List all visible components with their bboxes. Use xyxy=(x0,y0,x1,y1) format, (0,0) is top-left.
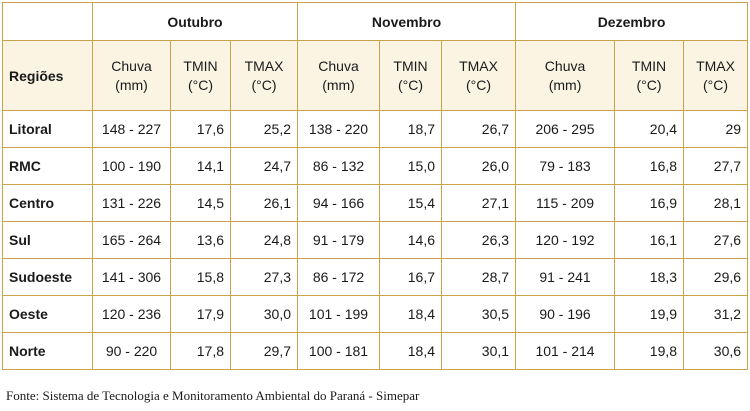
region-name: Oeste xyxy=(2,295,93,333)
rain-range-cell: 101 - 214 xyxy=(515,332,616,370)
tmax-cell: 27,6 xyxy=(683,221,749,259)
col-header-chuva-nov: Chuva (mm) xyxy=(297,40,381,111)
tmin-cell: 16,9 xyxy=(614,184,685,222)
tmax-cell: 26,3 xyxy=(441,221,517,259)
region-name: RMC xyxy=(2,147,93,185)
table-row: RMC 100 - 190 14,1 24,7 86 - 132 15,0 26,0 79 -… xyxy=(2,147,749,185)
tmax-cell: 28,1 xyxy=(683,184,749,222)
col-header-tmax-dez: TMAX (°C) xyxy=(683,40,749,111)
tmax-cell: 30,1 xyxy=(441,332,517,370)
rain-range-cell: 101 - 199 xyxy=(297,295,381,333)
tmin-cell: 14,1 xyxy=(170,147,231,185)
region-name: Litoral xyxy=(2,110,93,148)
table-row: Litoral 148 - 227 17,6 25,2 138 - 220 18,7 26,… xyxy=(2,110,749,148)
tmin-cell: 14,5 xyxy=(170,184,231,222)
col-header-tmin-out: TMIN (°C) xyxy=(170,40,231,111)
tmax-cell: 24,7 xyxy=(229,147,299,185)
tmin-cell: 18,3 xyxy=(614,258,685,296)
region-name: Centro xyxy=(2,184,93,222)
tmin-cell: 14,6 xyxy=(379,221,443,259)
column-header-row: Regiões Chuva (mm) TMIN (°C) TMAX (°C) Chuv… xyxy=(2,40,749,111)
tmin-cell: 18,4 xyxy=(379,295,443,333)
rain-range-cell: 86 - 132 xyxy=(297,147,381,185)
tmax-cell: 26,7 xyxy=(441,110,517,148)
table-row: Oeste 120 - 236 17,9 30,0 101 - 199 18,4 30,5 9… xyxy=(2,295,749,333)
rain-range-cell: 115 - 209 xyxy=(515,184,616,222)
rain-range-cell: 100 - 190 xyxy=(92,147,171,185)
regioes-header: Regiões xyxy=(2,40,93,111)
tmax-cell: 26,0 xyxy=(441,147,517,185)
tmin-cell: 16,1 xyxy=(614,221,685,259)
tmin-cell: 16,7 xyxy=(379,258,443,296)
tmin-cell: 17,6 xyxy=(170,110,231,148)
climate-forecast-table: Outubro Novembro Dezembro Regiões Chuva(… xyxy=(2,2,749,370)
tmax-cell: 27,1 xyxy=(441,184,517,222)
rain-range-cell: 206 - 295 xyxy=(515,110,616,148)
col-header-chuva-out: Chuva (mm) xyxy=(92,40,171,111)
month-header-outubro: Outubro xyxy=(91,2,299,41)
rain-range-cell: 120 - 236 xyxy=(92,295,171,333)
tmin-cell: 18,7 xyxy=(379,110,443,148)
tmin-cell: 13,6 xyxy=(170,221,231,259)
col-header-tmin-dez: TMIN (°C) xyxy=(614,40,685,111)
region-name: Sudoeste xyxy=(2,258,93,296)
table-row: Norte 90 - 220 17,8 29,7 100 - 181 18,4 30,1 10… xyxy=(2,332,749,370)
rain-range-cell: 141 - 306 xyxy=(92,258,171,296)
corner-cell xyxy=(2,2,93,41)
rain-range-cell: 91 - 179 xyxy=(297,221,381,259)
tmax-cell: 26,1 xyxy=(229,184,299,222)
tmin-cell: 20,4 xyxy=(614,110,685,148)
tmin-cell: 17,9 xyxy=(170,295,231,333)
tmax-cell: 29,6 xyxy=(683,258,749,296)
col-header-tmax-nov: TMAX (°C) xyxy=(441,40,517,111)
rain-range-cell: 91 - 241 xyxy=(515,258,616,296)
tmax-cell: 29 xyxy=(683,110,749,148)
table-row: Sul 165 - 264 13,6 24,8 91 - 179 14,6 26,3 120 … xyxy=(2,221,749,259)
tmin-cell: 18,4 xyxy=(379,332,443,370)
tmax-cell: 30,0 xyxy=(229,295,299,333)
source-caption: Fonte: Sistema de Tecnologia e Monitoram… xyxy=(6,388,420,403)
tmax-cell: 27,7 xyxy=(683,147,749,185)
month-header-novembro: Novembro xyxy=(297,2,517,41)
tmax-cell: 28,7 xyxy=(441,258,517,296)
rain-range-cell: 100 - 181 xyxy=(297,332,381,370)
rain-range-cell: 90 - 220 xyxy=(92,332,171,370)
rain-range-cell: 79 - 183 xyxy=(515,147,616,185)
forecast-table-container: Outubro Novembro Dezembro Regiões Chuva(… xyxy=(2,2,749,370)
tmin-cell: 15,0 xyxy=(379,147,443,185)
table-body: Litoral 148 - 227 17,6 25,2 138 - 220 18,7 26,… xyxy=(2,110,749,370)
region-name: Sul xyxy=(2,221,93,259)
tmin-cell: 15,8 xyxy=(170,258,231,296)
col-header-tmax-out: TMAX (°C) xyxy=(229,40,299,111)
month-header-dezembro: Dezembro xyxy=(515,2,749,41)
rain-range-cell: 94 - 166 xyxy=(297,184,381,222)
tmin-cell: 19,8 xyxy=(614,332,685,370)
table-row: Sudoeste 141 - 306 15,8 27,3 86 - 172 16,7 28,… xyxy=(2,258,749,296)
tmin-cell: 15,4 xyxy=(379,184,443,222)
tmax-cell: 31,2 xyxy=(683,295,749,333)
rain-range-cell: 90 - 196 xyxy=(515,295,616,333)
table-row: Centro 131 - 226 14,5 26,1 94 - 166 15,4 27,1 1… xyxy=(2,184,749,222)
rain-range-cell: 131 - 226 xyxy=(92,184,171,222)
tmin-cell: 16,8 xyxy=(614,147,685,185)
rain-range-cell: 120 - 192 xyxy=(515,221,616,259)
rain-range-cell: 138 - 220 xyxy=(297,110,381,148)
tmax-cell: 30,6 xyxy=(683,332,749,370)
tmax-cell: 30,5 xyxy=(441,295,517,333)
tmax-cell: 29,7 xyxy=(229,332,299,370)
col-header-tmin-nov: TMIN (°C) xyxy=(379,40,443,111)
tmin-cell: 17,8 xyxy=(170,332,231,370)
col-header-chuva-dez: Chuva (mm) xyxy=(515,40,616,111)
rain-range-cell: 148 - 227 xyxy=(92,110,171,148)
tmin-cell: 19,9 xyxy=(614,295,685,333)
tmax-cell: 24,8 xyxy=(229,221,299,259)
rain-range-cell: 165 - 264 xyxy=(92,221,171,259)
rain-range-cell: 86 - 172 xyxy=(297,258,381,296)
region-name: Norte xyxy=(2,332,93,370)
month-header-row: Outubro Novembro Dezembro xyxy=(2,2,749,41)
tmax-cell: 25,2 xyxy=(229,110,299,148)
tmax-cell: 27,3 xyxy=(229,258,299,296)
